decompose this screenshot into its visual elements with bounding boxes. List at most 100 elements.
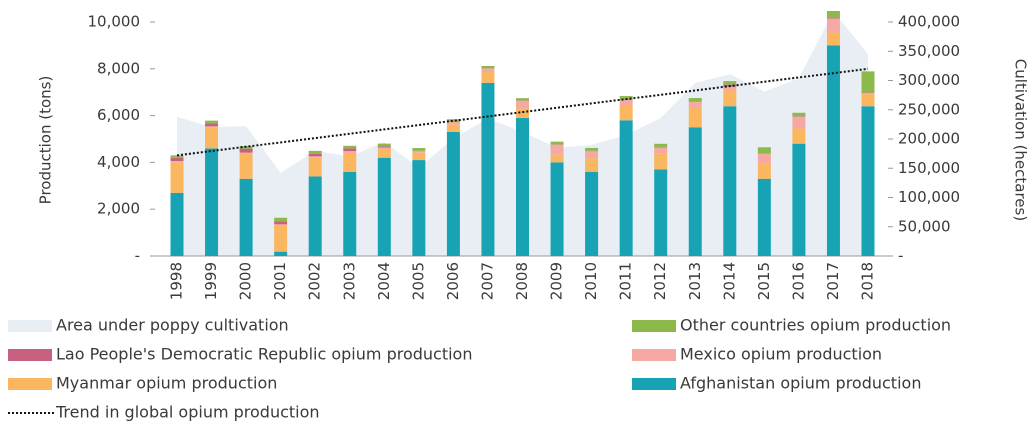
x-tick-label: 2010 (582, 262, 600, 300)
bar-segment (446, 124, 460, 132)
bar-segment (585, 158, 599, 172)
legend-swatch (8, 349, 52, 361)
legend-swatch (632, 378, 676, 390)
x-tick-label: 2017 (824, 262, 842, 300)
bar-segment (688, 101, 702, 107)
bar-segment (757, 153, 771, 164)
bar-segment (205, 120, 219, 124)
bar-segment (308, 156, 322, 158)
x-tick-label: 2007 (478, 262, 496, 300)
legend-label: Myanmar opium production (56, 374, 277, 393)
legend-label: Lao People's Democratic Republic opium p… (56, 345, 472, 364)
bar-segment (412, 148, 426, 151)
bar-segment (516, 117, 529, 256)
bar-segment (585, 147, 599, 151)
bar-segment (826, 32, 840, 46)
bar-segment (170, 162, 184, 193)
bar-segment (308, 176, 322, 256)
bar-segment (343, 171, 357, 256)
bar-segment (654, 147, 668, 154)
bar-segment (861, 94, 875, 107)
bar-segment (170, 192, 184, 256)
y-tick-label: 4,000 (97, 153, 140, 171)
x-tick-label: 2005 (409, 262, 427, 300)
y2-axis-title: Cultivation (hectares) (1012, 59, 1030, 221)
legend-label: Other countries opium production (680, 316, 951, 335)
bar-segment (723, 106, 737, 257)
bar-segment (861, 106, 875, 257)
bar-segment (446, 131, 460, 256)
bar-segment (723, 86, 737, 91)
x-tick-label: 2002 (306, 262, 324, 300)
bar-segment (619, 120, 633, 256)
legend-swatch (632, 320, 676, 332)
x-tick-label: 2001 (271, 262, 289, 300)
legend-label: Afghanistan opium production (680, 374, 921, 393)
bar-segment (688, 98, 702, 102)
y-tick-label: 10,000 (88, 13, 141, 31)
x-tick-label: 2013 (686, 262, 704, 300)
bar-segment (377, 157, 391, 256)
bar-segment (343, 148, 357, 152)
bar-segment (481, 82, 495, 256)
bar-segment (343, 151, 357, 154)
bar-segment (274, 251, 288, 256)
bar-segment (239, 178, 253, 256)
bar-segment (792, 128, 806, 144)
bar-segment (170, 155, 184, 158)
x-tick-label: 2014 (720, 262, 738, 300)
bar-segment (688, 106, 702, 128)
bar-segment (619, 100, 633, 107)
x-tick-label: 1998 (168, 262, 186, 300)
legend-swatch (8, 378, 52, 390)
y-tick-label: - (135, 247, 140, 265)
bar-segment (516, 108, 529, 118)
bar-segment (481, 72, 495, 83)
y-tick-label: 2,000 (97, 200, 140, 218)
y2-tick-label: - (898, 247, 903, 265)
bar-segment (481, 66, 495, 69)
bar-segment (757, 178, 771, 256)
bar-segment (792, 143, 806, 256)
bar-segment (274, 225, 288, 252)
legend-label: Area under poppy cultivation (56, 316, 289, 335)
bar-segment (826, 45, 840, 257)
bar-segment (239, 153, 253, 179)
y2-tick-label: 350,000 (898, 42, 960, 60)
bar-segment (550, 144, 564, 155)
bar-segment (516, 98, 529, 101)
bar-segment (170, 160, 184, 163)
x-tick-label: 2018 (859, 262, 877, 300)
bar-segment (861, 71, 875, 93)
y-axis-title: Production (tons) (37, 76, 55, 205)
x-tick-label: 2003 (340, 262, 358, 300)
bar-segment (585, 151, 599, 159)
x-tick-label: 2009 (548, 262, 566, 300)
legend-swatch (8, 320, 52, 332)
bar-segment (481, 68, 495, 73)
y-tick-label: 8,000 (97, 59, 140, 77)
x-tick-label: 2011 (617, 262, 635, 300)
bar-segment (274, 217, 288, 222)
bar-segment (170, 157, 184, 161)
bar-segment (308, 153, 322, 157)
y2-tick-label: 400,000 (898, 13, 960, 31)
bar-segment (792, 112, 806, 117)
bar-segment (308, 157, 322, 177)
bar-segment (343, 145, 357, 149)
bar-segment (446, 119, 460, 122)
x-tick-label: 2006 (444, 262, 462, 300)
bar-segment (550, 162, 564, 256)
bar-segment (412, 151, 426, 153)
bar-segment (654, 146, 668, 148)
bar-segment (654, 153, 668, 170)
trend-line (176, 67, 869, 157)
bar-segment (688, 127, 702, 256)
x-tick-label: 2004 (375, 262, 393, 300)
bar-segment (343, 153, 357, 172)
bar-segment (377, 147, 391, 150)
bar-segment (377, 149, 391, 158)
bar-segment (274, 224, 288, 226)
bar-segment (308, 150, 322, 154)
x-tick-label: 2000 (237, 262, 255, 300)
